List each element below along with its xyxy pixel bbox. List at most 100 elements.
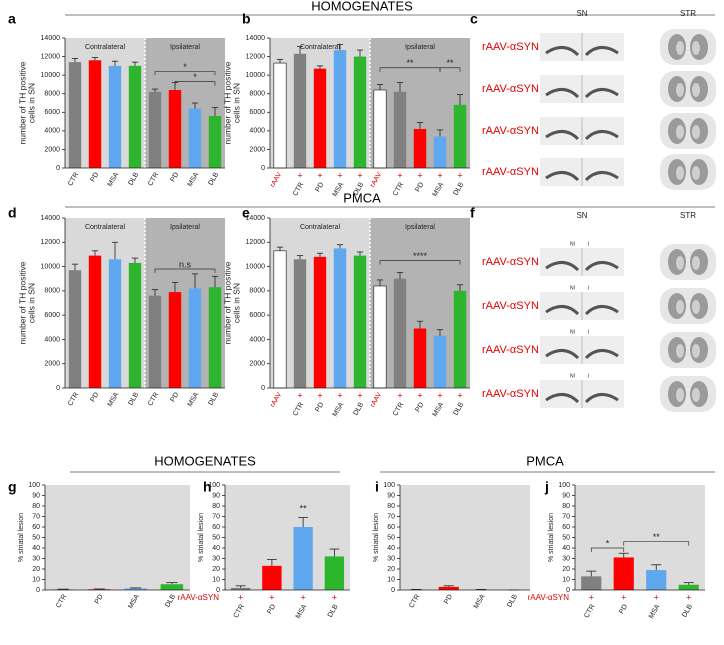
bar [333,248,347,388]
row-label: rAAV-αSYN [178,593,220,602]
y-tick-label: 6000 [44,109,60,116]
y-tick-label: 0 [36,587,40,594]
x-tick-label: PD [414,401,425,413]
sn-stain [545,305,619,316]
group-label: Contralateral [85,44,126,51]
y-tick-label: 8000 [249,91,265,98]
x-tick-label: DLB [127,171,140,187]
bar [230,587,251,590]
y-tick-label: 40 [32,545,40,552]
significance-label: * [606,538,610,548]
x-tick-label: MSA [473,593,487,610]
sn-stain [545,393,619,404]
treatment-marker: + [332,592,337,602]
y-axis-label: % striatal lesion [373,513,380,562]
x-tick-label: DLB [327,603,340,619]
hemisphere-label: I [588,241,589,247]
panel-letter: f [470,205,475,221]
y-tick-label: 2000 [249,361,265,368]
y-tick-label: 80 [32,503,40,510]
y-axis-label: number of TH positive [222,61,232,144]
y-tick-label: 50 [212,534,220,541]
hemisphere-label: I [588,285,589,291]
y-tick-label: 100 [558,482,570,489]
y-tick-label: 14000 [41,215,61,222]
x-tick-label: DLB [506,593,519,609]
y-tick-label: 60 [32,524,40,531]
significance-label: ** [446,58,454,68]
y-tick-label: 8000 [44,288,60,295]
group-label: Ipsilateral [170,44,200,51]
y-tick-label: 8000 [249,288,265,295]
x-tick-label: CTR [292,401,305,417]
bar [160,584,184,590]
y-tick-label: 10 [32,576,40,583]
bar [324,556,345,590]
significance-bracket [379,260,461,265]
treatment-marker: + [417,390,422,400]
treatment-marker: + [437,390,442,400]
x-tick-label: DLB [164,593,177,609]
section-title: PMCA [343,190,381,205]
group-label: Ipsilateral [170,224,200,231]
x-tick-label: PD [618,603,629,615]
str-striatum [692,125,700,139]
y-tick-label: 100 [208,482,220,489]
y-tick-label: 14000 [41,35,61,42]
treatment-marker: + [589,592,594,602]
sn-stain [545,349,619,360]
treatment-marker: + [417,170,422,180]
bar [108,259,122,388]
x-tick-label: CTR [233,603,246,619]
y-tick-label: 2000 [44,146,60,153]
bar [646,570,667,590]
treatment-marker: + [357,170,362,180]
significance-label: * [183,62,187,72]
bar [453,290,467,388]
y-axis-label: % striatal lesion [18,513,25,562]
y-tick-label: 2000 [44,361,60,368]
y-tick-label: 30 [387,555,395,562]
vector-label: rAAV-αSYN [482,300,539,312]
x-tick-label: DLB [681,603,694,619]
significance-bracket [590,547,625,552]
vector-label: rAAV-αSYN [482,41,539,53]
y-tick-label: 4000 [44,336,60,343]
x-tick-label: MSA [107,391,121,408]
y-tick-label: 60 [212,524,220,531]
bar [168,292,182,388]
significance-bracket [154,71,216,76]
group-label: Contralateral [300,44,341,51]
y-tick-label: 0 [56,385,60,392]
bar [373,285,387,389]
treatment-marker: + [300,592,305,602]
significance-label: ** [406,58,414,68]
group-label: Contralateral [85,224,126,231]
bar [678,584,699,590]
x-tick-label: MSA [648,603,662,620]
panel-letter: g [8,479,17,495]
hemisphere-label: I [588,373,589,379]
y-tick-label: 14000 [246,35,266,42]
y-axis-label: cells in SN [26,83,36,123]
x-tick-label: MSA [187,391,201,408]
y-tick-label: 4000 [249,336,265,343]
treatment-marker: + [297,170,302,180]
x-tick-label: rAAV [269,391,283,408]
y-tick-label: 6000 [249,109,265,116]
bar [124,588,147,590]
bar [148,295,162,388]
treatment-marker: + [337,170,342,180]
y-tick-label: 20 [32,566,40,573]
x-tick-label: CTR [583,603,596,619]
y-tick-label: 12000 [41,53,61,60]
str-striatum [692,388,700,402]
significance-bracket [174,81,216,86]
treatment-marker: + [457,170,462,180]
y-tick-label: 70 [562,513,570,520]
y-tick-label: 70 [32,513,40,520]
hemisphere-label: I [588,329,589,335]
y-tick-label: 8000 [44,91,60,98]
x-tick-label: MSA [107,171,121,188]
